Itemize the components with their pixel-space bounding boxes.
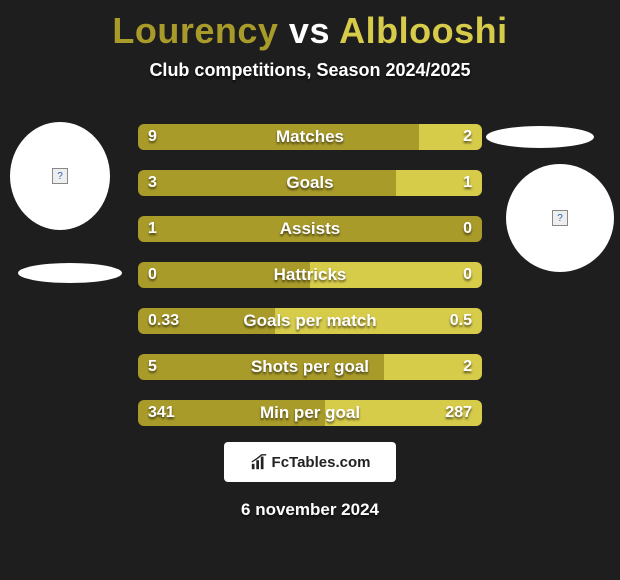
broken-image-icon: ? xyxy=(52,168,68,184)
avatar-right-circle: ? xyxy=(506,164,614,272)
stat-bar-left xyxy=(138,124,419,150)
stat-value-right: 1 xyxy=(463,170,472,196)
stat-value-left: 9 xyxy=(148,124,157,150)
stat-value-right: 0 xyxy=(463,216,472,242)
stat-row: 341287Min per goal xyxy=(138,400,482,426)
stat-bar-left xyxy=(138,354,384,380)
stat-value-right: 0.5 xyxy=(450,308,472,334)
stat-bar-left xyxy=(138,216,482,242)
stat-bar-right xyxy=(310,262,482,288)
brand-text: FcTables.com xyxy=(272,454,371,471)
stat-value-left: 0.33 xyxy=(148,308,179,334)
avatar-left-shadow xyxy=(18,263,122,283)
stats-container: 92Matches31Goals10Assists00Hattricks0.33… xyxy=(138,124,482,446)
stat-value-left: 1 xyxy=(148,216,157,242)
stat-bar-left xyxy=(138,170,396,196)
avatar-right-shadow xyxy=(486,126,594,148)
stat-bar-right xyxy=(419,124,482,150)
stat-value-right: 0 xyxy=(463,262,472,288)
subtitle: Club competitions, Season 2024/2025 xyxy=(0,60,620,81)
date-text: 6 november 2024 xyxy=(0,500,620,520)
stat-value-left: 0 xyxy=(148,262,157,288)
stat-value-right: 2 xyxy=(463,124,472,150)
avatar-left-circle: ? xyxy=(10,122,110,230)
page-title: Lourency vs Alblooshi xyxy=(0,0,620,52)
stat-row: 52Shots per goal xyxy=(138,354,482,380)
stat-value-right: 287 xyxy=(445,400,472,426)
stat-value-left: 3 xyxy=(148,170,157,196)
stat-row: 10Assists xyxy=(138,216,482,242)
chart-icon xyxy=(250,453,268,471)
broken-image-icon: ? xyxy=(552,210,568,226)
stat-row: 92Matches xyxy=(138,124,482,150)
stat-row: 31Goals xyxy=(138,170,482,196)
title-player1: Lourency xyxy=(112,10,278,51)
brand-box[interactable]: FcTables.com xyxy=(224,442,396,482)
stat-value-left: 341 xyxy=(148,400,175,426)
title-player2: Alblooshi xyxy=(339,10,508,51)
title-vs: vs xyxy=(289,10,330,51)
stat-value-left: 5 xyxy=(148,354,157,380)
stat-bar-left xyxy=(138,262,310,288)
stat-row: 00Hattricks xyxy=(138,262,482,288)
stat-value-right: 2 xyxy=(463,354,472,380)
stat-row: 0.330.5Goals per match xyxy=(138,308,482,334)
